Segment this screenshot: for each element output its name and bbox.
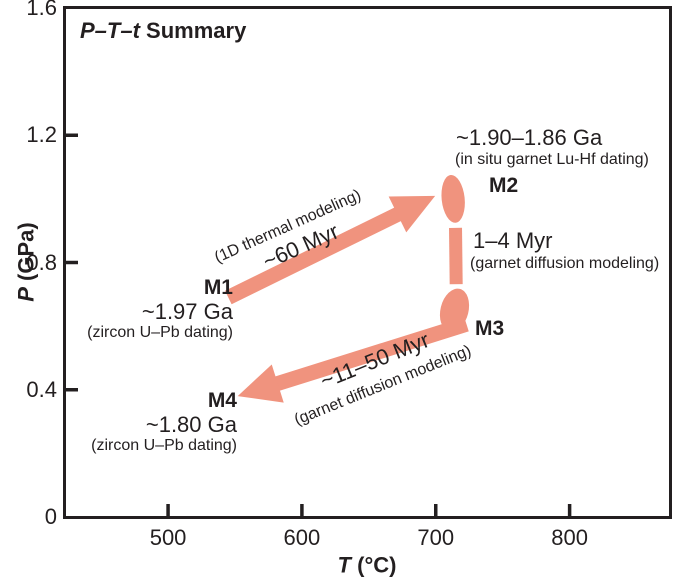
y-tick-label: 1.2 <box>26 122 57 148</box>
segment-m2-m3-method: (garnet diffusion modeling) <box>470 255 660 272</box>
x-axis-title-italic: T <box>337 552 351 578</box>
m2-method: (in situ garnet Lu-Hf dating) <box>455 151 649 168</box>
x-tick-label: 700 <box>417 525 455 550</box>
y-tick-label: 0.8 <box>26 249 57 275</box>
figure-title: P–T–t Summary <box>80 18 247 44</box>
m2-age: ~1.90–1.86 Ga <box>456 125 603 150</box>
y-tick-label: 1.6 <box>26 0 57 20</box>
y-axis-title-rest: (GPa) <box>13 222 39 288</box>
y-tick-label: 0.4 <box>26 376 57 402</box>
m4-label: M4 <box>207 389 237 412</box>
x-tick-label: 800 <box>551 525 588 550</box>
x-axis-title: T (°C) <box>337 552 397 579</box>
m4-annotation: M4 ~1.80 Ga (zircon U–Pb dating) <box>91 389 237 455</box>
m4-method: (zircon U–Pb dating) <box>91 437 237 455</box>
x-tick-label: 500 <box>149 525 187 550</box>
figure-title-rest: Summary <box>139 18 247 43</box>
y-axis-title: P (GPa) <box>13 222 40 302</box>
m4-age: ~1.80 Ga <box>145 411 237 437</box>
x-axis-title-rest: (°C) <box>351 552 397 578</box>
figure-title-italic: P–T–t <box>80 18 140 43</box>
m2-label: M2 <box>489 174 519 197</box>
y-tick-label: 0 <box>44 504 57 529</box>
m1-label: M1 <box>203 276 233 299</box>
x-tick-label: 600 <box>283 525 321 550</box>
m3-label: M3 <box>475 317 505 340</box>
m1-age: ~1.97 Ga <box>141 298 233 324</box>
segment-m2-m3-duration: 1–4 Myr <box>473 228 553 253</box>
m1-annotation: M1 ~1.97 Ga (zircon U–Pb dating) <box>87 276 233 342</box>
y-axis-title-italic: P <box>13 287 39 302</box>
m1-method: (zircon U–Pb dating) <box>87 324 233 342</box>
